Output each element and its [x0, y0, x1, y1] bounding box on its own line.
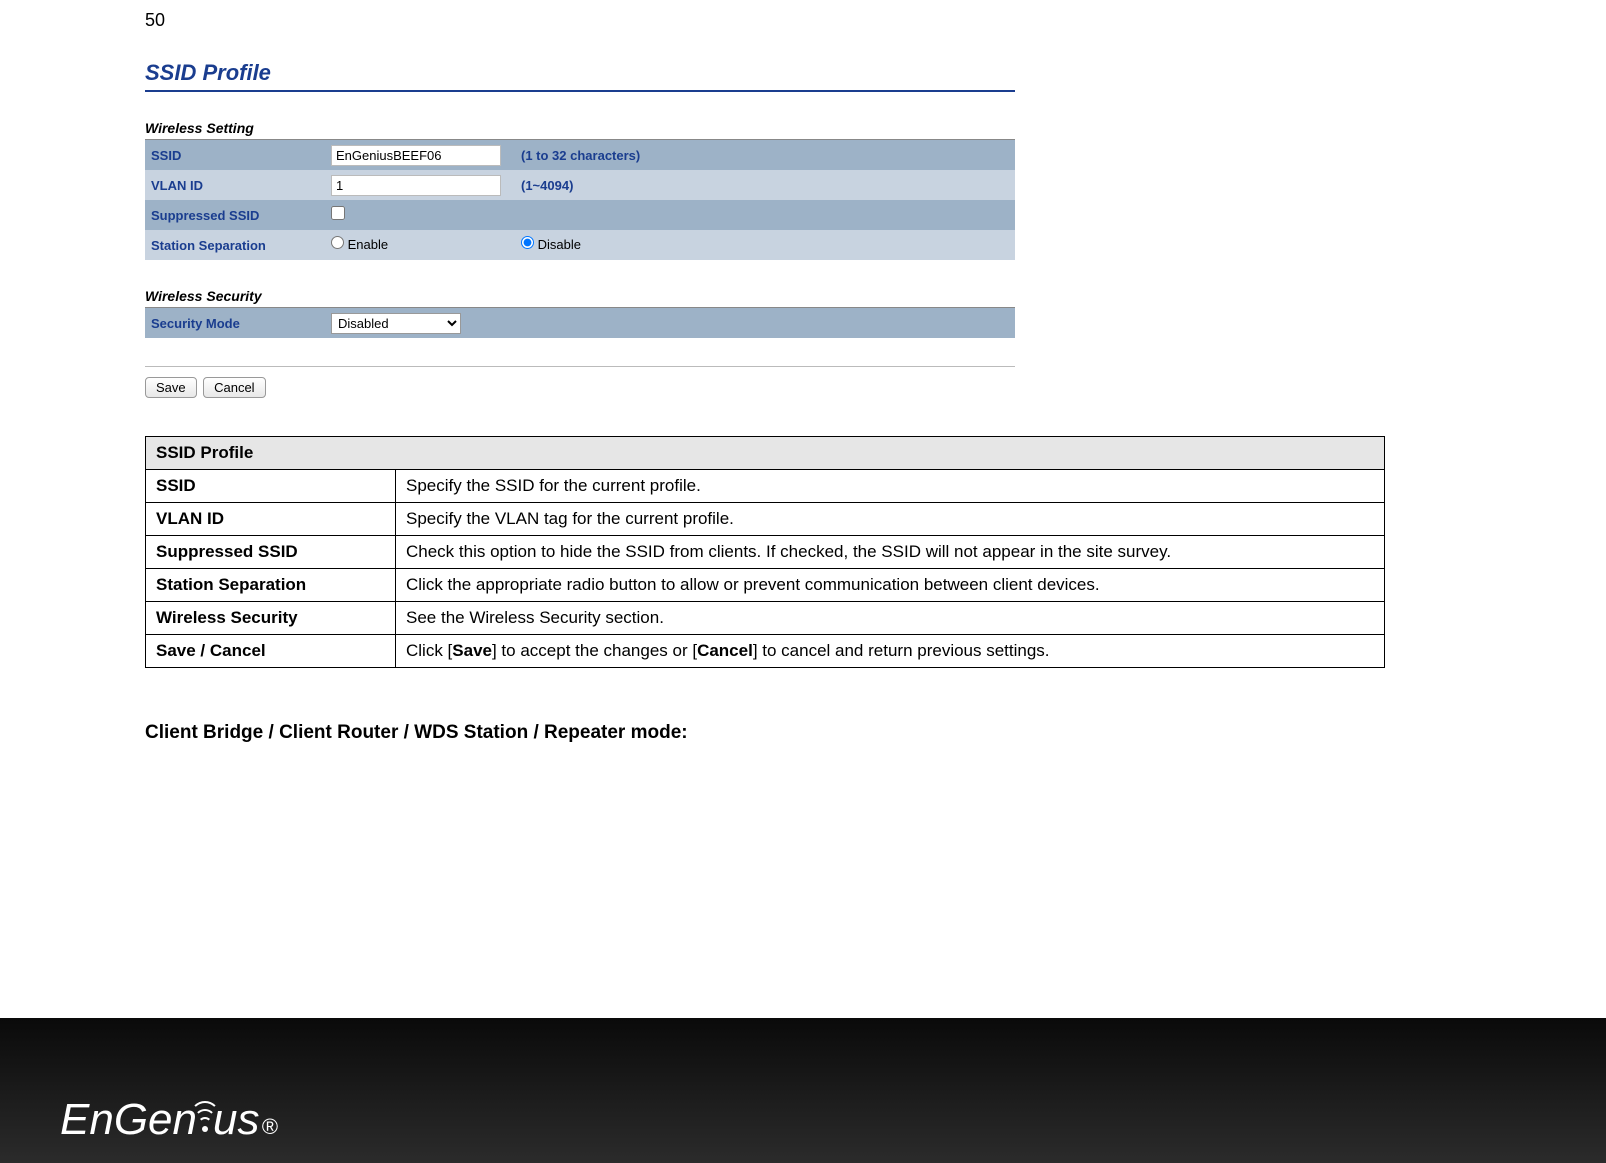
wireless-security-table: Security Mode Disabled [145, 308, 1015, 338]
page-number: 50 [145, 10, 165, 31]
desc-key: Suppressed SSID [146, 536, 396, 569]
registered-icon: ® [261, 1114, 277, 1140]
separation-label: Station Separation [145, 230, 325, 260]
suppressed-checkbox[interactable] [331, 206, 345, 220]
cancel-button[interactable]: Cancel [203, 377, 265, 398]
separation-enable-radio[interactable] [331, 236, 344, 249]
desc-value: See the Wireless Security section. [396, 602, 1385, 635]
ssid-hint: (1 to 32 characters) [515, 140, 1015, 170]
desc-table-header: SSID Profile [146, 437, 1385, 470]
vlan-input[interactable] [331, 175, 501, 196]
wireless-setting-table: SSID (1 to 32 characters) VLAN ID (1~409… [145, 140, 1015, 260]
desc-value: Click [Save] to accept the changes or [C… [396, 635, 1385, 668]
separation-disable-option[interactable]: Disable [521, 237, 581, 252]
desc-value: Click the appropriate radio button to al… [396, 569, 1385, 602]
page-content: SSID Profile Wireless Setting SSID (1 to… [145, 60, 1425, 744]
enable-label: Enable [348, 237, 388, 252]
ssid-label: SSID [145, 140, 325, 170]
button-row: Save Cancel [145, 366, 1015, 398]
logo-text-left: EnGen [60, 1095, 197, 1145]
desc-value: Specify the VLAN tag for the current pro… [396, 503, 1385, 536]
panel-title: SSID Profile [145, 60, 1015, 92]
save-button[interactable]: Save [145, 377, 197, 398]
description-table: SSID Profile SSIDSpecify the SSID for th… [145, 436, 1385, 668]
desc-value: Check this option to hide the SSID from … [396, 536, 1385, 569]
security-mode-select[interactable]: Disabled [331, 313, 461, 334]
disable-label: Disable [538, 237, 581, 252]
desc-key: VLAN ID [146, 503, 396, 536]
wireless-security-header: Wireless Security [145, 288, 1015, 308]
wireless-setting-header: Wireless Setting [145, 120, 1015, 140]
page-footer: EnGen us ® [0, 1018, 1606, 1163]
desc-key: Wireless Security [146, 602, 396, 635]
engenius-logo: EnGen us ® [60, 1094, 278, 1145]
desc-value: Specify the SSID for the current profile… [396, 470, 1385, 503]
desc-key: SSID [146, 470, 396, 503]
vlan-hint: (1~4094) [515, 170, 1015, 200]
security-mode-label: Security Mode [145, 308, 325, 338]
suppressed-label: Suppressed SSID [145, 200, 325, 230]
vlan-label: VLAN ID [145, 170, 325, 200]
separation-enable-option[interactable]: Enable [331, 237, 388, 252]
desc-key: Save / Cancel [146, 635, 396, 668]
wifi-icon [198, 1094, 212, 1134]
mode-subheading: Client Bridge / Client Router / WDS Stat… [145, 722, 1425, 744]
separation-disable-radio[interactable] [521, 236, 534, 249]
ssid-input[interactable] [331, 145, 501, 166]
desc-key: Station Separation [146, 569, 396, 602]
logo-text-right: us [213, 1095, 259, 1145]
